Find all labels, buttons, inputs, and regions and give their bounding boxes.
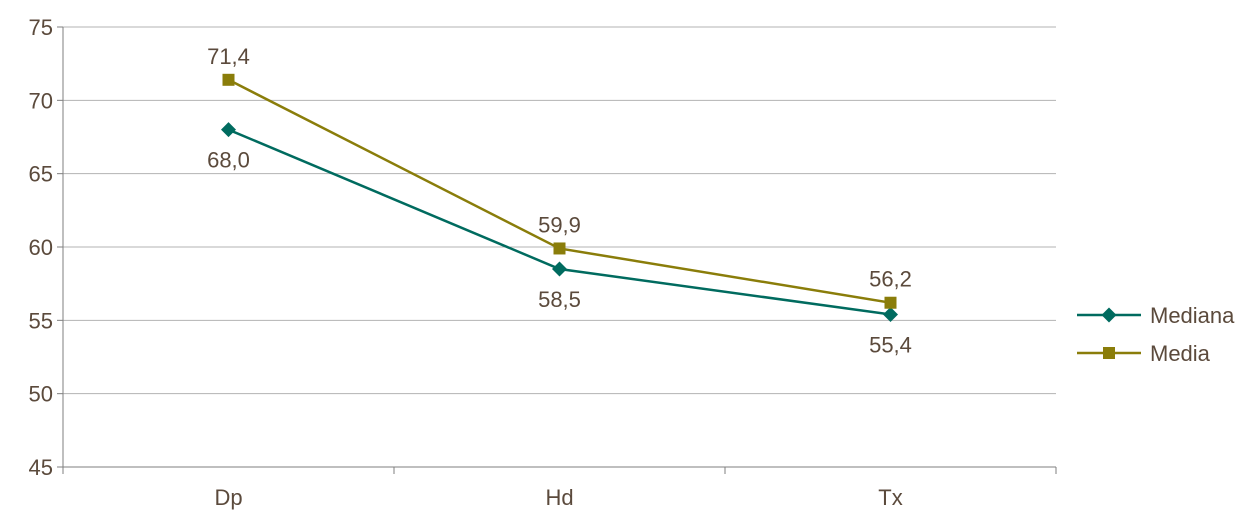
- y-tick-label: 65: [29, 162, 53, 187]
- data-label: 55,4: [869, 332, 912, 357]
- y-tick-label: 45: [29, 455, 53, 480]
- data-point: [221, 122, 236, 138]
- legend-label: Media: [1150, 341, 1211, 366]
- x-tick-label: Dp: [214, 485, 242, 510]
- y-tick-label: 75: [29, 15, 53, 40]
- data-label: 68,0: [207, 148, 250, 173]
- y-tick-label: 70: [29, 88, 53, 113]
- x-tick-label: Tx: [878, 485, 902, 510]
- data-point: [883, 306, 898, 322]
- data-label: 56,2: [869, 267, 912, 292]
- legend-marker: [1103, 347, 1115, 359]
- axes: 45 50 55 60 65 70 75 Dp Hd Tx: [29, 15, 1057, 510]
- data-point: [553, 242, 566, 255]
- legend-marker: [1101, 307, 1117, 323]
- data-point: [884, 296, 897, 309]
- y-tick-label: 50: [29, 382, 53, 407]
- data-point: [222, 73, 235, 86]
- data-labels: 68,0 58,5 55,4 71,4 59,9 56,2: [207, 44, 912, 358]
- data-label: 59,9: [538, 212, 581, 237]
- y-tick-label: 55: [29, 308, 53, 333]
- legend-item-mediana: Mediana: [1077, 303, 1235, 328]
- data-label: 71,4: [207, 44, 250, 69]
- x-tick-label: Hd: [545, 485, 573, 510]
- legend: Mediana Media: [1077, 303, 1235, 366]
- data-label: 58,5: [538, 287, 581, 312]
- data-point: [552, 261, 567, 277]
- legend-item-media: Media: [1077, 341, 1211, 366]
- y-tick-label: 60: [29, 235, 53, 260]
- series-group: [221, 73, 898, 322]
- legend-label: Mediana: [1150, 303, 1235, 328]
